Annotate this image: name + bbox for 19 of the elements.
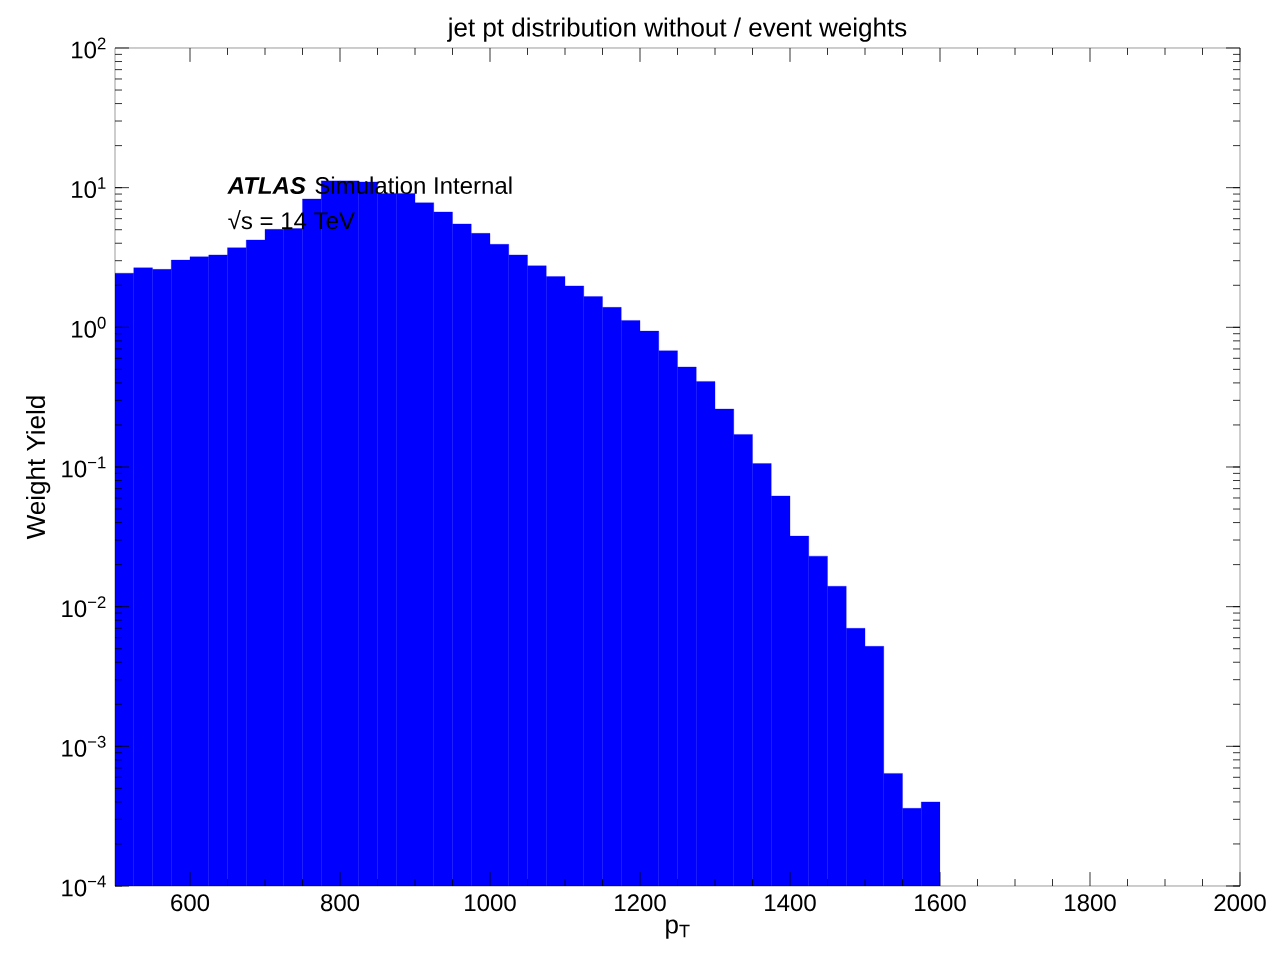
chart-title: jet pt distribution without / event weights — [447, 17, 907, 42]
y-axis-title: Weight Yield — [26, 396, 51, 540]
y-tick-label: 10$^{−2}$ — [62, 596, 106, 618]
y-tick-label: 10$^{1}$ — [72, 177, 106, 199]
annotation: ATLAS — [227, 177, 306, 195]
y-tick-label: 10$^{2}$ — [72, 37, 106, 59]
x-tick-label: 600 — [171, 894, 210, 912]
x-tick-label: 1200 — [615, 894, 666, 912]
y-tick-label: 10$^{−1}$ — [62, 456, 106, 478]
x-tick-label: 1600 — [915, 894, 966, 912]
x-tick-label: 1800 — [1065, 894, 1116, 912]
y-tick-label: 10$^{−4}$ — [62, 875, 106, 897]
x-tick-label: 800 — [321, 894, 360, 912]
x-tick-label: 2000 — [1214, 894, 1266, 912]
x-tick-label: 1400 — [765, 894, 816, 912]
x-tick-label: 1000 — [465, 894, 516, 912]
y-tick-label: 10$^{0}$ — [72, 316, 106, 338]
y-tick-label: 10$^{−3}$ — [62, 735, 106, 757]
x-axis-title: p$_{T}$ — [666, 919, 690, 939]
